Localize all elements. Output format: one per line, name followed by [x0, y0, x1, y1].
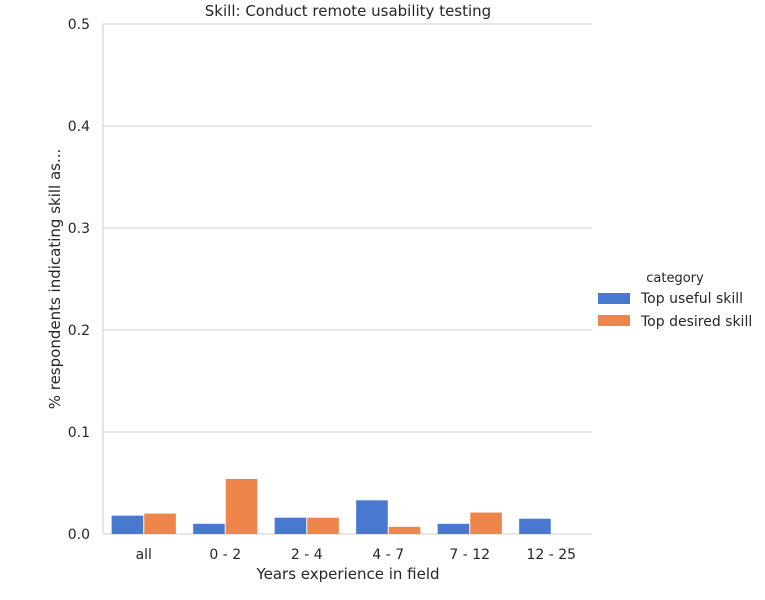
x-tick-label: 12 - 25 — [526, 547, 576, 563]
y-tick-label: 0.5 — [68, 17, 90, 33]
bar — [519, 518, 551, 534]
x-tick-labels: all 0 - 2 2 - 4 4 - 7 7 - 12 12 - 25 — [136, 547, 576, 563]
legend: category Top useful skill Top desired sk… — [598, 271, 752, 330]
legend-swatch-top-useful-skill — [598, 293, 630, 304]
y-tick-label: 0.0 — [68, 527, 90, 543]
grid-lines — [103, 23, 592, 433]
y-tick-label: 0.2 — [68, 323, 90, 339]
y-axis-label: % respondents indicating skill as... — [46, 149, 64, 410]
bar — [470, 512, 502, 534]
x-tick-label: 0 - 2 — [209, 547, 241, 563]
bar — [437, 523, 470, 534]
bar — [144, 513, 176, 534]
y-tick-label: 0.1 — [68, 425, 90, 441]
bar — [225, 478, 258, 534]
legend-label-top-useful-skill: Top useful skill — [640, 291, 743, 307]
x-tick-label: all — [136, 547, 152, 563]
bar — [356, 500, 388, 534]
y-tick-labels: 0.0 0.1 0.2 0.3 0.4 0.5 — [68, 17, 90, 543]
x-tick-label: 7 - 12 — [449, 547, 490, 563]
x-tick-label: 2 - 4 — [291, 547, 323, 563]
bar — [111, 515, 144, 534]
y-tick-label: 0.3 — [68, 221, 90, 237]
bar — [388, 526, 421, 534]
legend-title: category — [646, 271, 704, 286]
chart-title: Skill: Conduct remote usability testing — [205, 2, 491, 20]
y-tick-label: 0.4 — [68, 119, 90, 135]
legend-label-top-desired-skill: Top desired skill — [640, 314, 752, 330]
x-axis-label: Years experience in field — [255, 565, 439, 583]
bar — [274, 517, 307, 534]
legend-swatch-top-desired-skill — [598, 315, 630, 326]
bar — [193, 523, 225, 534]
bars — [111, 478, 551, 534]
bar — [307, 517, 339, 534]
x-tick-label: 4 - 7 — [372, 547, 404, 563]
